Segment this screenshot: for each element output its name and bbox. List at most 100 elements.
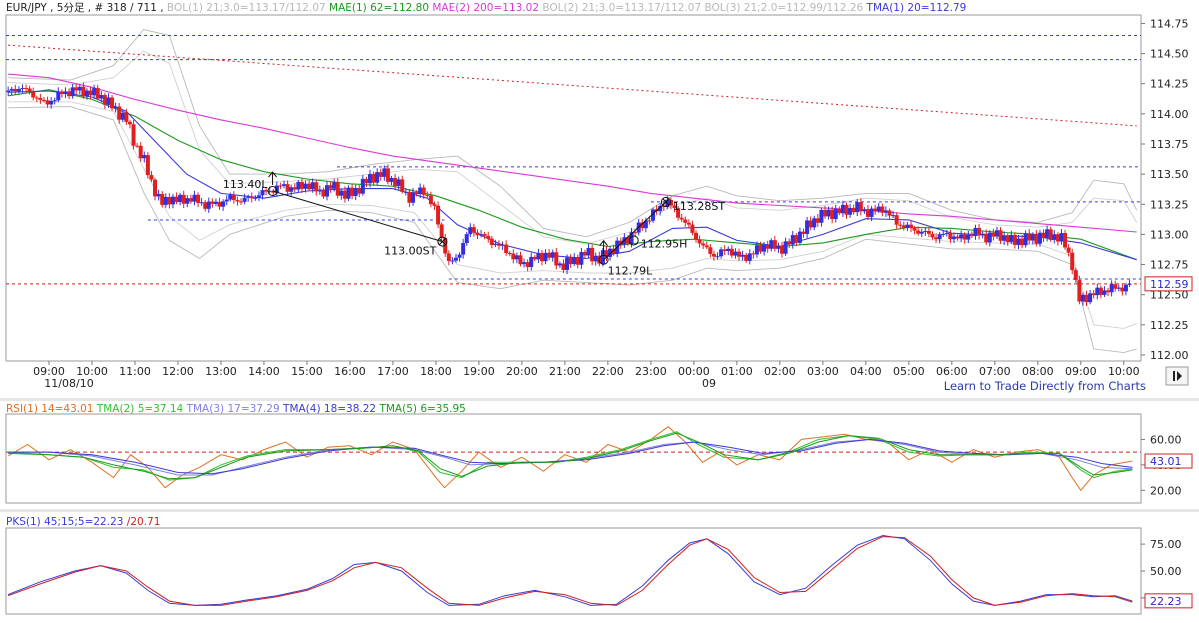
y-tick-label: 113.00 xyxy=(1150,228,1189,241)
candle-body xyxy=(1055,234,1060,242)
date-label: 11/08/10 xyxy=(44,377,93,390)
candle-body xyxy=(830,209,835,220)
candle-body xyxy=(1113,284,1118,289)
candle-body xyxy=(780,245,785,254)
candle-body xyxy=(342,190,347,199)
candle-body xyxy=(278,185,283,187)
signal-label: 113.28ST xyxy=(673,200,725,213)
price-plot-area[interactable] xyxy=(5,14,1142,362)
candle-body xyxy=(737,251,742,257)
candle-body xyxy=(500,244,505,246)
x-tick-label: 16:00 xyxy=(334,365,366,378)
candle-body xyxy=(579,252,584,265)
candle-body xyxy=(522,262,527,265)
signal-marker-circle xyxy=(598,254,609,265)
x-tick-label: 15:00 xyxy=(291,365,323,378)
candle-body xyxy=(805,220,810,234)
candle-body xyxy=(84,90,89,97)
candle-body xyxy=(1020,238,1025,246)
candle-body xyxy=(328,185,333,189)
candle-body xyxy=(984,233,989,243)
candle-body xyxy=(608,248,613,257)
price-panel[interactable]: 113.40L 113.00ST 112.79L 112.95H 113.28ST 11… xyxy=(5,14,1193,378)
candle-body xyxy=(747,253,752,261)
x-tick-label: 12:00 xyxy=(162,365,194,378)
candle-body xyxy=(679,217,684,220)
candle-body xyxy=(887,210,892,216)
candle-body xyxy=(453,257,458,261)
candle-body xyxy=(95,88,100,99)
indicator-line xyxy=(8,89,1137,261)
pks-plot-area[interactable] xyxy=(5,527,1142,615)
candle-body xyxy=(1080,294,1085,302)
learn-to-trade-link[interactable]: Learn to Trade Directly from Charts xyxy=(944,379,1146,393)
rsi-plot-area[interactable] xyxy=(5,413,1142,504)
candle-body xyxy=(944,232,949,234)
panel-divider[interactable] xyxy=(0,398,1199,401)
candle-body xyxy=(858,202,863,212)
candle-body xyxy=(174,196,179,202)
candle-body xyxy=(382,168,387,177)
candle-body xyxy=(808,220,813,228)
scroll-end-button[interactable] xyxy=(1165,366,1189,386)
rsi-y-tick-label: 60.00 xyxy=(1150,433,1182,446)
candle-body xyxy=(894,215,899,225)
candle-body xyxy=(31,91,36,98)
candle-body xyxy=(908,224,913,229)
candle-body xyxy=(34,97,39,99)
candle-body xyxy=(335,182,340,196)
candle-body xyxy=(38,98,43,100)
candle-body xyxy=(192,194,197,202)
candle-body xyxy=(221,201,226,207)
candle-body xyxy=(81,86,86,97)
signal-label: 112.79L xyxy=(608,265,653,278)
candle-body xyxy=(557,263,562,266)
pks-value-tag xyxy=(1144,593,1193,609)
x-tick-label: 21:00 xyxy=(549,365,581,378)
candle-body xyxy=(127,121,132,125)
candle-body xyxy=(496,243,501,246)
candle-body xyxy=(694,232,699,240)
candle-body xyxy=(120,112,125,120)
candle-body xyxy=(1073,270,1078,280)
candle-body xyxy=(991,232,996,237)
candle-body xyxy=(568,257,573,265)
signal-label: 113.40L xyxy=(223,178,268,191)
candle-body xyxy=(475,232,480,236)
candle-body xyxy=(1002,235,1007,241)
candle-body xyxy=(1084,294,1089,303)
x-tick-label: 14:00 xyxy=(248,365,280,378)
candle-body xyxy=(1088,293,1093,303)
candle-body xyxy=(912,228,917,231)
candle-body xyxy=(1059,233,1064,242)
candle-body xyxy=(772,240,777,249)
candle-body xyxy=(529,256,534,268)
rsi-legend: RSI(1) 14=43.01 TMA(2) 5=37.14 TMA(3) 17… xyxy=(6,403,466,415)
candle-body xyxy=(414,192,419,195)
candle-body xyxy=(360,178,365,194)
candle-body xyxy=(901,225,906,228)
candle-body xyxy=(317,189,322,192)
candle-body xyxy=(131,124,136,146)
panel-divider[interactable] xyxy=(0,509,1199,512)
indicator-line xyxy=(8,73,1137,233)
candle-body xyxy=(787,241,792,245)
candle-body xyxy=(532,256,537,260)
y-tick-label: 114.75 xyxy=(1150,17,1189,30)
candle-body xyxy=(582,252,587,256)
candle-body xyxy=(332,182,337,189)
candle-body xyxy=(547,252,552,258)
candle-body xyxy=(951,236,956,240)
candle-body xyxy=(1009,234,1014,243)
candle-body xyxy=(916,230,921,234)
candle-body xyxy=(769,240,774,249)
y-tick-label: 112.50 xyxy=(1150,289,1189,302)
symbol-label: EUR/JPY , 5分足 , # 318 / 711 , xyxy=(6,2,167,14)
x-tick-label: 10:00 xyxy=(76,365,108,378)
candle-body xyxy=(869,208,874,217)
candle-body xyxy=(113,106,118,109)
candle-body xyxy=(425,194,430,196)
